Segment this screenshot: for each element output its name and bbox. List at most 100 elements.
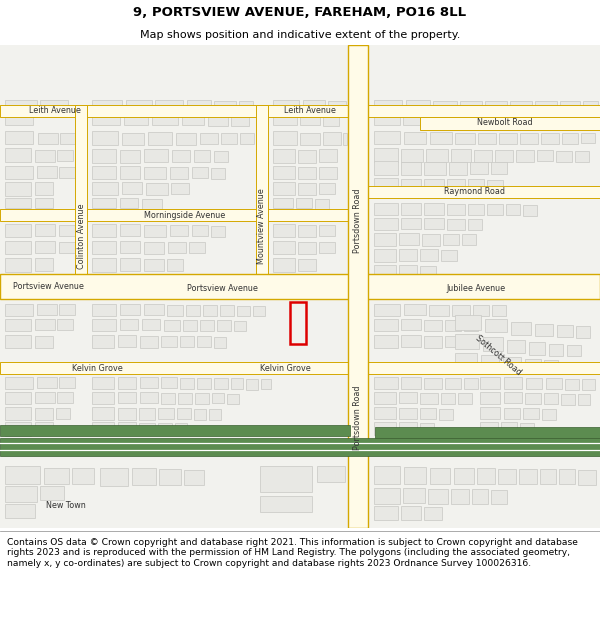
Bar [374, 335, 398, 348]
Bar [184, 470, 204, 485]
Bar [447, 204, 465, 215]
Bar [399, 392, 417, 403]
Bar [273, 149, 295, 162]
Bar [464, 320, 478, 331]
Bar [273, 198, 293, 208]
Bar [197, 378, 211, 389]
Bar [520, 132, 538, 144]
Bar [197, 336, 211, 347]
Bar [374, 249, 396, 262]
Bar [239, 101, 253, 111]
Bar [296, 198, 312, 208]
Bar [253, 306, 265, 316]
Bar [424, 320, 442, 331]
Bar [92, 198, 116, 208]
Bar [404, 131, 426, 144]
Bar [122, 132, 144, 144]
Text: Newbolt Road: Newbolt Road [477, 118, 533, 127]
Bar [290, 302, 306, 344]
Bar [35, 392, 55, 403]
Bar [260, 496, 312, 512]
Bar [35, 336, 53, 348]
Bar [118, 422, 136, 434]
Bar [559, 469, 575, 484]
Text: Portsdown Road: Portsdown Road [353, 385, 362, 449]
Bar [273, 101, 299, 111]
Bar [472, 489, 488, 504]
Bar [491, 162, 507, 174]
Bar [5, 304, 33, 316]
Bar [491, 490, 507, 504]
Text: Portsview Avenue: Portsview Avenue [13, 282, 83, 291]
Bar [140, 392, 158, 403]
Bar [424, 203, 444, 215]
Bar [499, 132, 517, 144]
Bar [208, 116, 228, 126]
Bar [501, 116, 521, 126]
Bar [231, 378, 243, 389]
Text: Portsview Avenue: Portsview Avenue [187, 284, 257, 293]
Bar [507, 340, 525, 353]
Bar [209, 409, 221, 421]
Bar [246, 379, 258, 390]
Bar [487, 204, 503, 215]
Bar [0, 106, 600, 118]
Bar [273, 131, 297, 144]
Bar [237, 306, 250, 316]
Bar [562, 132, 578, 144]
Bar [468, 219, 482, 230]
Bar [75, 106, 87, 274]
Text: Morningside Avenue: Morningside Avenue [145, 211, 226, 219]
Bar [424, 179, 444, 191]
Bar [161, 377, 177, 388]
Bar [5, 504, 35, 518]
Bar [195, 393, 209, 404]
Bar [503, 357, 521, 370]
Bar [35, 198, 53, 208]
Bar [5, 148, 31, 162]
Bar [158, 424, 172, 434]
Bar [175, 424, 187, 434]
Bar [535, 101, 557, 111]
Bar [59, 304, 75, 315]
Bar [38, 132, 58, 144]
Bar [5, 335, 31, 348]
Bar [0, 362, 600, 374]
Bar [575, 151, 589, 162]
Bar [374, 488, 400, 504]
Bar [478, 132, 496, 144]
Bar [481, 355, 499, 368]
Bar [323, 131, 341, 144]
Bar [406, 101, 430, 111]
Bar [217, 320, 231, 331]
Bar [35, 149, 55, 162]
Text: Jubilee Avenue: Jubilee Avenue [446, 284, 506, 293]
Bar [92, 149, 116, 162]
Bar [374, 148, 398, 162]
Bar [59, 242, 75, 253]
Bar [260, 466, 312, 492]
Bar [92, 114, 120, 124]
Bar [5, 131, 33, 144]
Bar [5, 466, 40, 484]
Text: Kelvin Grove: Kelvin Grove [260, 364, 310, 372]
Bar [565, 379, 579, 390]
Bar [92, 408, 114, 421]
Bar [92, 101, 122, 111]
Bar [582, 379, 595, 390]
Bar [374, 114, 400, 124]
Bar [374, 466, 400, 484]
Bar [170, 225, 188, 236]
Bar [454, 468, 474, 484]
Text: Leith Avenue: Leith Avenue [284, 106, 336, 115]
Bar [375, 428, 600, 438]
Bar [144, 149, 168, 162]
Bar [445, 320, 461, 331]
Bar [460, 101, 482, 111]
Bar [451, 489, 469, 504]
Bar [92, 319, 116, 331]
Bar [35, 319, 55, 330]
Bar [443, 234, 459, 245]
Bar [524, 116, 542, 126]
Bar [124, 114, 148, 124]
